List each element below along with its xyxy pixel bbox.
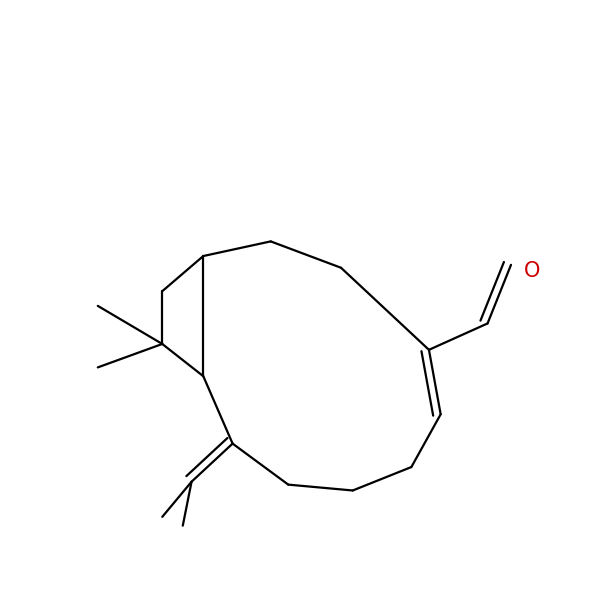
Text: O: O (524, 260, 540, 281)
